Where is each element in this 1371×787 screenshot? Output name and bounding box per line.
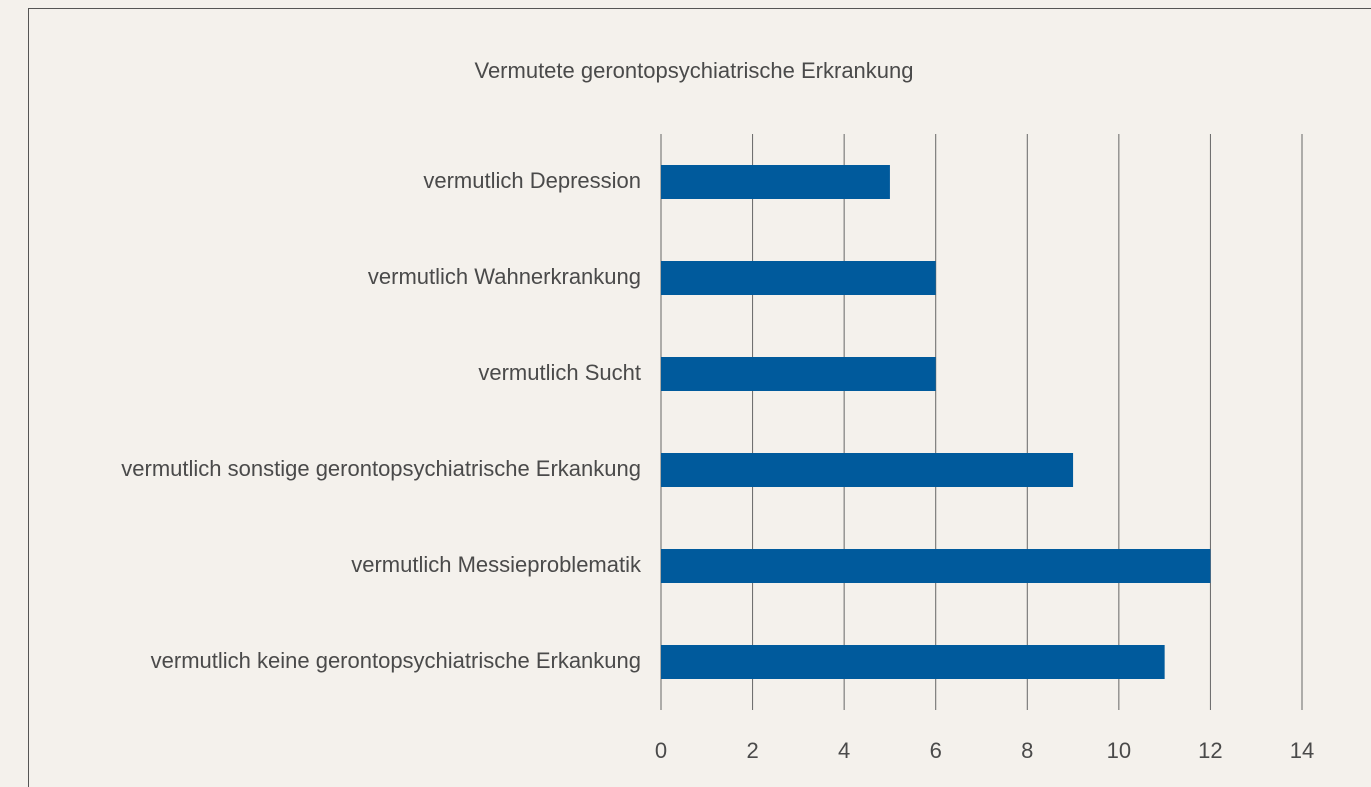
- x-tick-label: 14: [1290, 738, 1314, 763]
- bar: [661, 261, 936, 295]
- chart-title: Vermutete gerontopsychiatrische Erkranku…: [474, 58, 913, 83]
- bar: [661, 453, 1074, 487]
- x-tick-label: 2: [746, 738, 758, 763]
- x-tick-label: 4: [838, 738, 850, 763]
- x-tick-label: 6: [930, 738, 942, 763]
- bar: [661, 165, 890, 199]
- bar: [661, 549, 1211, 583]
- y-tick-label: vermutlich Messieproblematik: [351, 552, 642, 577]
- y-tick-label: vermutlich sonstige gerontopsychiatrisch…: [121, 456, 641, 481]
- y-tick-label: vermutlich Depression: [423, 168, 641, 193]
- x-tick-label: 10: [1107, 738, 1131, 763]
- y-tick-label: vermutlich Wahnerkrankung: [368, 264, 641, 289]
- x-tick-label: 0: [655, 738, 667, 763]
- x-tick-label: 8: [1021, 738, 1033, 763]
- y-tick-label: vermutlich Sucht: [478, 360, 641, 385]
- bar: [661, 357, 936, 391]
- x-tick-label: 12: [1198, 738, 1222, 763]
- bar: [661, 645, 1165, 679]
- y-tick-label: vermutlich keine gerontopsychiatrische E…: [151, 648, 641, 673]
